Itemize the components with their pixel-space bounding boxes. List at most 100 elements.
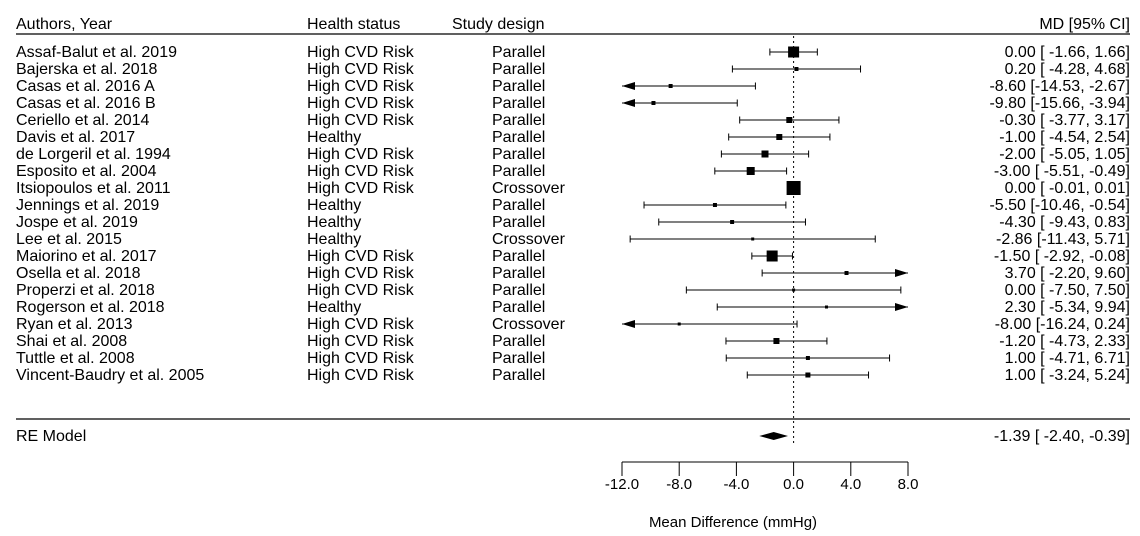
study-health-status: High CVD Risk <box>307 180 415 197</box>
point-estimate <box>844 271 849 275</box>
study-row: Ceriello et al. 2014 High CVD Risk Paralle… <box>16 112 1130 129</box>
study-author: Rogerson et al. 2018 <box>16 299 165 316</box>
header-health-status: Health status <box>307 16 400 33</box>
study-rows: Assaf-Balut et al. 2019 High CVD Risk Para… <box>16 44 1130 384</box>
study-health-status: Healthy <box>307 299 361 316</box>
study-author: Tuttle et al. 2008 <box>16 350 135 367</box>
study-row: Esposito et al. 2004 High CVD Risk Paralle… <box>16 163 1130 180</box>
x-tick-label: -4.0 <box>723 476 749 493</box>
study-design: Parallel <box>492 146 545 163</box>
summary-diamond <box>759 432 789 440</box>
study-row: Maiorino et al. 2017 High CVD Risk Paralle… <box>16 248 1130 265</box>
study-design: Parallel <box>492 129 545 146</box>
study-row: Davis et al. 2017 Healthy Parallel -1.00 [ … <box>16 129 1130 146</box>
study-effect-text: 0.00 [ -0.01, 0.01] <box>1005 180 1130 197</box>
point-estimate <box>805 372 811 378</box>
point-estimate <box>794 67 799 71</box>
point-estimate <box>786 181 801 195</box>
study-author: Davis et al. 2017 <box>16 129 135 146</box>
header-effect: MD [95% CI] <box>1039 16 1130 33</box>
study-design: Parallel <box>492 299 545 316</box>
study-row: Ryan et al. 2013 High CVD Risk Crossover -8… <box>16 316 1130 333</box>
study-author: Itsiopoulos et al. 2011 <box>16 180 171 197</box>
x-axis-label: Mean Difference (mmHg) <box>649 514 817 531</box>
study-health-status: Healthy <box>307 231 361 248</box>
point-estimate <box>786 117 793 123</box>
study-effect-text: -1.00 [ -4.54, 2.54] <box>999 129 1130 146</box>
study-health-status: High CVD Risk <box>307 248 415 265</box>
summary-effect-text: -1.39 [ -2.40, -0.39] <box>994 428 1130 445</box>
point-estimate <box>668 84 673 88</box>
study-row: Assaf-Balut et al. 2019 High CVD Risk Para… <box>16 44 1130 61</box>
study-health-status: High CVD Risk <box>307 367 415 384</box>
study-author: Jennings et al. 2019 <box>16 197 159 214</box>
study-health-status: High CVD Risk <box>307 44 415 61</box>
study-health-status: High CVD Risk <box>307 95 415 112</box>
study-row: Tuttle et al. 2008 High CVD Risk Parallel 1… <box>16 350 1130 367</box>
study-health-status: High CVD Risk <box>307 316 415 333</box>
study-author: Casas et al. 2016 B <box>16 95 156 112</box>
study-row: Jospe et al. 2019 Healthy Parallel -4.30 [ … <box>16 214 1130 231</box>
ci-right-arrow <box>895 269 908 277</box>
study-row: Itsiopoulos et al. 2011 High CVD Risk Cros… <box>16 180 1130 197</box>
study-health-status: High CVD Risk <box>307 282 415 299</box>
study-design: Parallel <box>492 333 545 350</box>
study-author: Casas et al. 2016 A <box>16 78 155 95</box>
study-effect-text: -4.30 [ -9.43, 0.83] <box>999 214 1130 231</box>
study-design: Parallel <box>492 112 545 129</box>
study-effect-text: -8.60 [-14.53, -2.67] <box>989 78 1130 95</box>
point-estimate <box>761 150 769 158</box>
point-estimate <box>712 203 717 207</box>
ci-left-arrow <box>622 99 635 107</box>
point-estimate <box>730 220 735 224</box>
study-author: Shai et al. 2008 <box>16 333 127 350</box>
study-row: Osella et al. 2018 High CVD Risk Parallel 3… <box>16 265 1130 282</box>
study-health-status: High CVD Risk <box>307 333 415 350</box>
study-effect-text: -2.86 [-11.43, 5.71] <box>996 231 1130 248</box>
point-estimate <box>805 356 810 360</box>
study-author: Assaf-Balut et al. 2019 <box>16 44 177 61</box>
summary-label: RE Model <box>16 428 86 445</box>
study-row: Properzi et al. 2018 High CVD Risk Paralle… <box>16 282 1130 299</box>
study-health-status: High CVD Risk <box>307 61 415 78</box>
point-estimate <box>773 338 780 344</box>
x-tick-label: -8.0 <box>666 476 692 493</box>
ci-left-arrow <box>622 82 635 90</box>
study-effect-text: -8.00 [-16.24, 0.24] <box>995 316 1130 333</box>
point-estimate <box>651 101 656 105</box>
study-design: Parallel <box>492 95 545 112</box>
x-tick-label: 4.0 <box>840 476 861 493</box>
study-design: Parallel <box>492 282 545 299</box>
point-estimate <box>776 134 783 140</box>
study-design: Parallel <box>492 248 545 265</box>
study-health-status: High CVD Risk <box>307 146 415 163</box>
study-design: Parallel <box>492 44 545 61</box>
study-author: Ryan et al. 2013 <box>16 316 133 333</box>
study-author: Lee et al. 2015 <box>16 231 122 248</box>
study-author: Ceriello et al. 2014 <box>16 112 150 129</box>
study-health-status: Healthy <box>307 214 361 231</box>
study-author: Osella et al. 2018 <box>16 265 141 282</box>
study-effect-text: 3.70 [ -2.20, 9.60] <box>1005 265 1130 282</box>
study-design: Parallel <box>492 265 545 282</box>
point-estimate <box>792 288 796 292</box>
study-health-status: High CVD Risk <box>307 163 415 180</box>
study-design: Parallel <box>492 163 545 180</box>
study-design: Parallel <box>492 197 545 214</box>
study-effect-text: -9.80 [-15.66, -3.94] <box>989 95 1130 112</box>
study-author: Properzi et al. 2018 <box>16 282 155 299</box>
study-effect-text: -1.20 [ -4.73, 2.33] <box>999 333 1130 350</box>
x-tick-label: -12.0 <box>605 476 639 493</box>
study-effect-text: 0.00 [ -7.50, 7.50] <box>1005 282 1130 299</box>
study-effect-text: -5.50 [-10.46, -0.54] <box>989 197 1130 214</box>
x-tick-label: 8.0 <box>898 476 919 493</box>
study-design: Crossover <box>492 180 566 197</box>
study-author: Bajerska et al. 2018 <box>16 61 158 78</box>
study-design: Parallel <box>492 350 545 367</box>
study-design: Parallel <box>492 61 545 78</box>
study-effect-text: -2.00 [ -5.05, 1.05] <box>999 146 1130 163</box>
study-author: Vincent-Baudry et al. 2005 <box>16 367 204 384</box>
study-effect-text: 0.00 [ -1.66, 1.66] <box>1005 44 1130 61</box>
study-design: Crossover <box>492 231 566 248</box>
